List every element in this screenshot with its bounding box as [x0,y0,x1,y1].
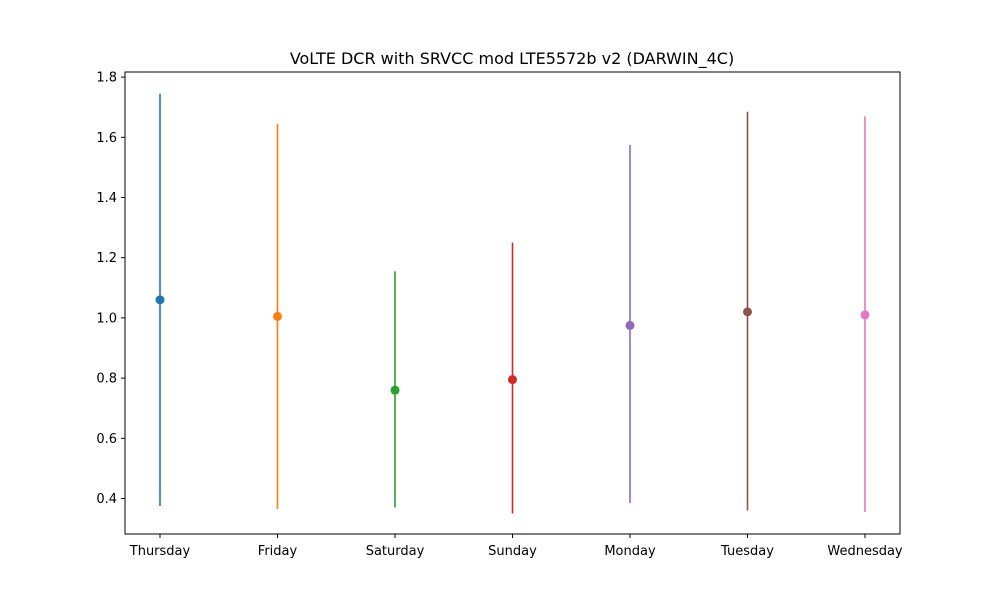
x-tick-label-sunday: Sunday [488,544,537,559]
point-saturday [390,385,400,395]
plot-marks [155,93,870,514]
x-tick-label-wednesday: Wednesday [827,544,903,559]
point-wednesday [860,310,870,320]
y-tick-label: 1.8 [96,71,117,86]
x-tick-label-tuesday: Tuesday [720,544,774,559]
y-tick-label: 1.2 [96,251,117,266]
x-tick-label-friday: Friday [258,544,298,559]
point-sunday [508,375,517,385]
plot-frame [124,71,901,535]
chart-title: VoLTE DCR with SRVCC mod LTE5572b v2 (DA… [290,49,734,69]
x-tick-label-monday: Monday [604,544,656,559]
x-tick-label-thursday: Thursday [129,544,191,559]
y-tick-label: 0.6 [96,432,117,447]
x-axis: Thursday Friday Saturday Sunday Monday Tuesda… [129,534,903,559]
point-monday [625,320,635,330]
point-thursday [155,295,165,305]
y-tick-label: 1.0 [96,311,117,326]
y-tick-label: 1.4 [96,191,117,206]
y-tick-label: 0.4 [96,492,117,507]
point-tuesday [743,307,752,317]
y-tick-label: 1.6 [96,131,117,146]
y-axis: 0.4 0.6 0.8 1.0 1.2 1.4 1.6 1.8 [96,71,125,507]
x-tick-label-saturday: Saturday [366,544,425,559]
y-tick-label: 0.8 [96,372,117,387]
point-friday [273,311,282,321]
